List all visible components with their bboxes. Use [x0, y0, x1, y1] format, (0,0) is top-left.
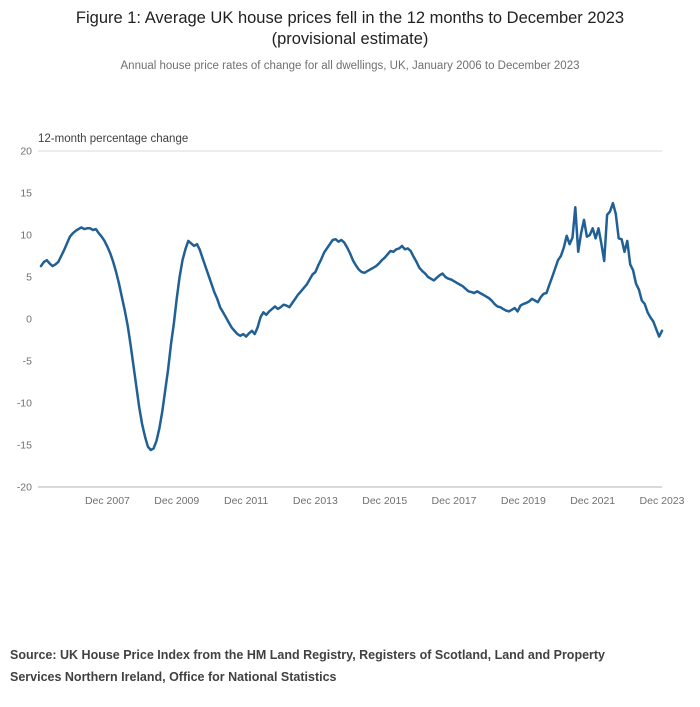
x-tick-label: Dec 2023	[640, 495, 685, 507]
y-tick-label: -5	[23, 356, 32, 368]
x-tick-label: Dec 2019	[501, 495, 546, 507]
y-tick-label: 0	[26, 314, 32, 326]
y-tick-label: 5	[26, 272, 32, 284]
x-tick-label: Dec 2007	[85, 495, 130, 507]
y-tick-label: 15	[20, 188, 32, 200]
y-tick-label: 10	[20, 230, 32, 242]
house-price-line-chart-svg: 12-month percentage change 20 15 10 5 0 -5 -10 -…	[17, 133, 685, 507]
y-tick-label: -20	[17, 482, 32, 494]
chart-title: Figure 1: Average UK house prices fell i…	[0, 0, 700, 51]
chart-title-line1: Figure 1: Average UK house prices fell i…	[75, 9, 625, 27]
x-tick-label: Dec 2009	[154, 495, 199, 507]
x-tick-label: Dec 2011	[224, 495, 268, 507]
x-tick-label: Dec 2017	[432, 495, 477, 507]
line-chart: 12-month percentage change 20 15 10 5 0 -5 -10 -…	[0, 128, 700, 518]
x-tick-label: Dec 2021	[570, 495, 615, 507]
y-tick-label: 20	[20, 146, 32, 158]
x-tick-label: Dec 2013	[293, 495, 338, 507]
y-tick-label: -15	[17, 440, 32, 452]
x-tick-label: Dec 2015	[362, 495, 407, 507]
house-price-line	[39, 201, 664, 452]
y-tick-label: -10	[17, 398, 32, 410]
source-note: Source: UK House Price Index from the HM…	[10, 648, 606, 684]
chart-subtitle: Annual house price rates of change for a…	[120, 59, 580, 72]
y-axis-title: 12-month percentage change	[38, 133, 188, 145]
chart-title-line2: (provisional estimate)	[271, 30, 429, 49]
